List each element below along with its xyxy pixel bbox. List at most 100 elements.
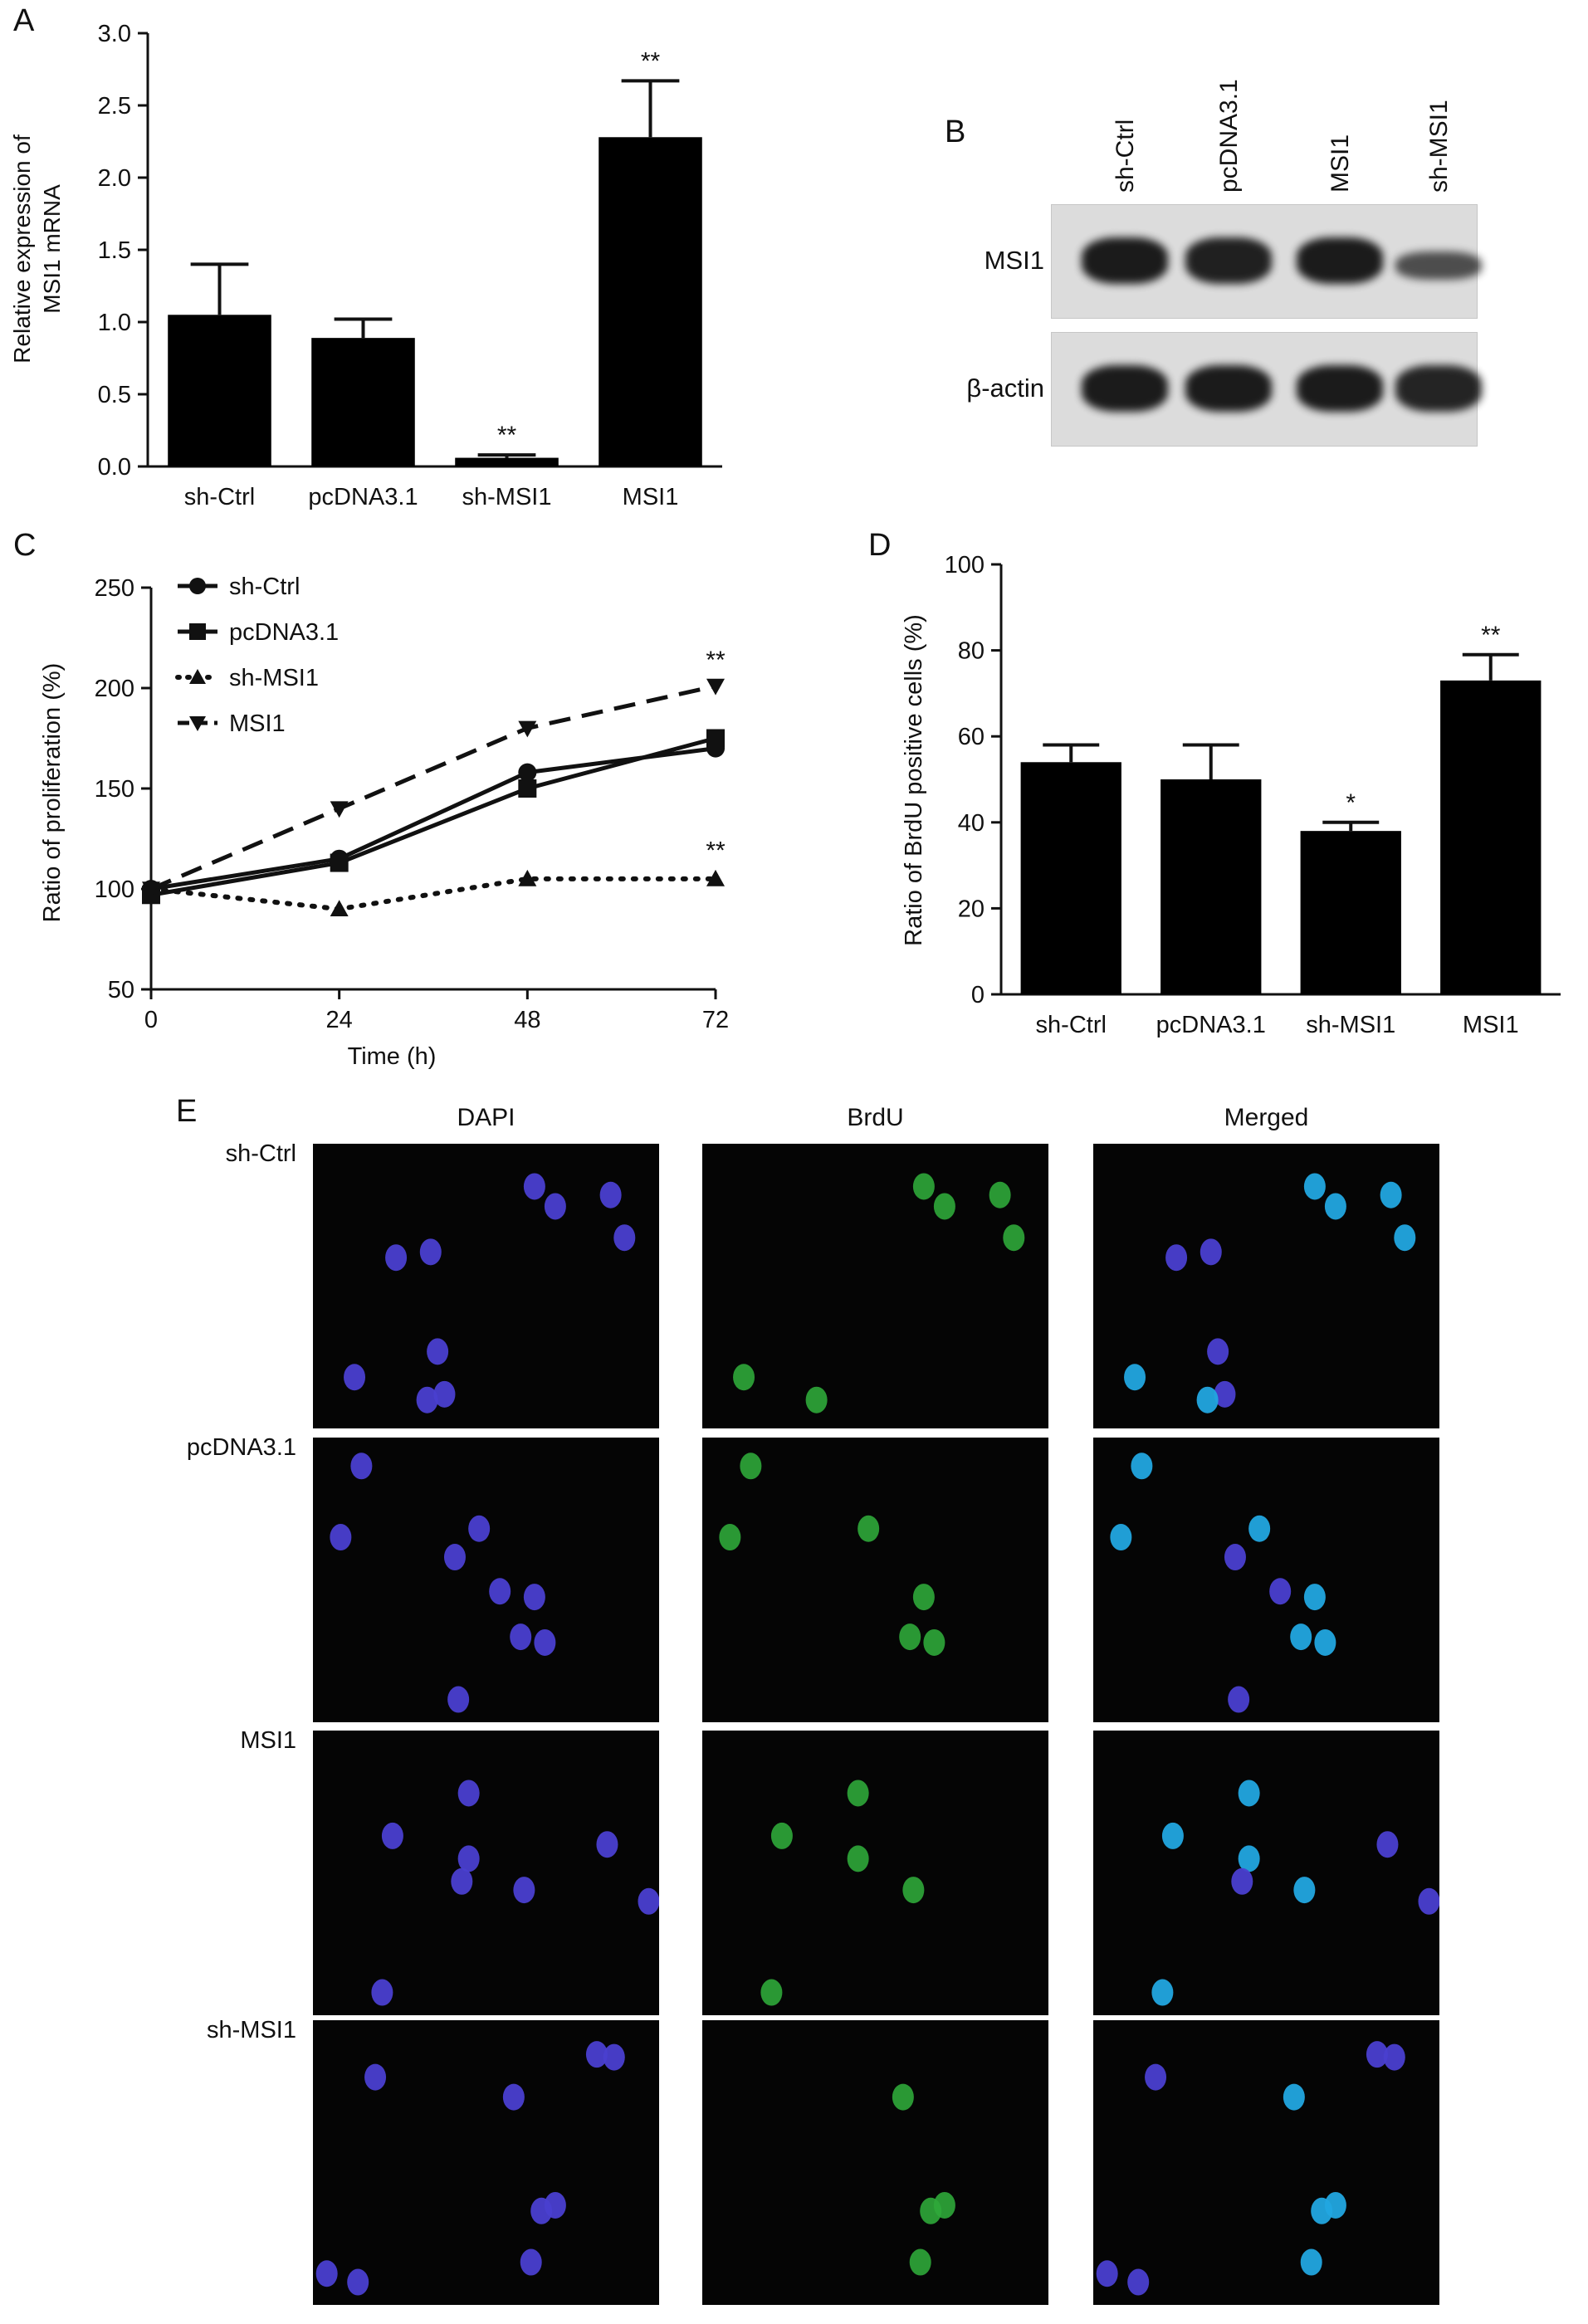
cell-nucleus	[599, 1181, 622, 1208]
blot-band	[1395, 251, 1482, 280]
cell-nucleus	[1165, 1244, 1188, 1272]
cell-nucleus	[805, 1386, 828, 1413]
micrograph-brdu-pcdna3.1	[702, 1438, 1048, 1722]
cell-nucleus	[719, 1524, 741, 1551]
c-x-tick-label: 0	[144, 1007, 158, 1033]
cell-nucleus	[385, 1244, 408, 1272]
cell-nucleus	[847, 1845, 869, 1872]
c-data-point	[142, 881, 160, 898]
cell-nucleus	[1214, 1380, 1236, 1408]
cell-nucleus	[1300, 2248, 1322, 2276]
micrograph-merged-sh-msi1	[1093, 2020, 1439, 2305]
cell-nucleus	[1394, 1224, 1416, 1252]
cell-nucleus	[899, 1623, 921, 1651]
cell-nucleus	[468, 1515, 491, 1542]
a-x-tick-label: sh-MSI1	[462, 484, 552, 510]
cell-nucleus	[770, 1822, 793, 1849]
micrograph-brdu-sh-ctrl	[702, 1144, 1048, 1428]
a-y-tick-label: 1.0	[98, 310, 131, 336]
a-y-axis-label: MSI1 mRNA	[39, 184, 65, 314]
cell-nucleus	[638, 1887, 659, 1915]
micrograph-image	[330, 1452, 556, 1713]
micrograph-image	[344, 1173, 636, 1413]
cell-nucleus	[1248, 1515, 1271, 1542]
cell-nucleus	[1283, 2083, 1305, 2111]
panel-label-b: B	[945, 115, 966, 149]
blot-band	[1185, 237, 1272, 284]
cell-nucleus	[1161, 1822, 1184, 1849]
cell-nucleus	[933, 1193, 955, 1220]
cell-nucleus	[1269, 1578, 1292, 1605]
d-bar	[1020, 762, 1121, 994]
blot-band	[1297, 365, 1383, 412]
micrograph-column-title: Merged	[1224, 1104, 1309, 1131]
cell-nucleus	[457, 1845, 480, 1872]
cell-nucleus	[1096, 2260, 1118, 2287]
micrograph-merged-msi1	[1093, 1731, 1439, 2015]
c-y-tick-label: 100	[95, 876, 134, 903]
micrograph-brdu-msi1	[702, 1731, 1048, 2015]
micrograph-brdu-sh-msi1	[702, 2020, 1048, 2305]
blot-band	[1082, 365, 1168, 412]
cell-nucleus	[457, 1780, 480, 1807]
cell-nucleus	[613, 1224, 636, 1252]
cell-nucleus	[858, 1515, 880, 1542]
a-significance-label: **	[497, 422, 517, 449]
a-y-tick-label: 0.0	[98, 454, 131, 481]
cell-nucleus	[520, 2248, 542, 2276]
cell-nucleus	[1418, 1887, 1439, 1915]
cell-nucleus	[585, 2041, 608, 2068]
c-series-line	[150, 736, 716, 897]
cell-nucleus	[1311, 2197, 1333, 2224]
cell-nucleus	[315, 2260, 338, 2287]
cell-nucleus	[347, 2268, 369, 2296]
panel-label-a: A	[13, 3, 35, 38]
micrograph-column-title: DAPI	[457, 1104, 515, 1131]
a-bar	[168, 315, 271, 466]
cell-nucleus	[1383, 2043, 1405, 2071]
a-y-tick-label: 2.5	[98, 93, 131, 120]
cell-nucleus	[1145, 2063, 1167, 2091]
cell-nucleus	[510, 1623, 532, 1651]
cell-nucleus	[603, 2043, 625, 2071]
c-y-tick-label: 200	[95, 676, 134, 702]
cell-nucleus	[344, 1364, 366, 1391]
cell-nucleus	[433, 1380, 456, 1408]
a-x-tick-label: pcDNA3.1	[308, 484, 418, 510]
cell-nucleus	[1207, 1338, 1229, 1365]
micrograph-image	[733, 1173, 1025, 1413]
cell-nucleus	[1314, 1628, 1336, 1656]
c-legend-marker	[189, 578, 206, 594]
c-legend-label: sh-MSI1	[229, 665, 319, 691]
chart-d: 0 20 40 60 80 100 sh-Ctrl pcDNA3.1 * sh-MSI1 ** MSI…	[901, 552, 1561, 1038]
cell-nucleus	[1380, 1181, 1402, 1208]
cell-nucleus	[1238, 1845, 1260, 1872]
chart-a: 0.0 0.5 1.0 1.5 2.0 2.5 3.0 sh-Ctrl pcDNA3.1 ** sh…	[9, 21, 722, 510]
cell-nucleus	[892, 2083, 914, 2111]
c-data-point	[518, 779, 537, 798]
a-y-tick-label: 1.5	[98, 237, 131, 264]
c-legend-label: sh-Ctrl	[229, 574, 300, 600]
cell-nucleus	[1290, 1623, 1312, 1651]
cell-nucleus	[544, 1193, 566, 1220]
blot-band	[1297, 237, 1383, 284]
micrograph-image	[1096, 2041, 1405, 2296]
d-y-tick-label: 20	[958, 896, 985, 922]
micrograph-dapi-pcdna3.1	[313, 1438, 659, 1722]
c-data-point	[518, 763, 537, 782]
cell-nucleus	[1110, 1524, 1132, 1551]
c-data-point	[706, 729, 725, 748]
cell-nucleus	[596, 1831, 618, 1858]
cell-nucleus	[1303, 1173, 1326, 1200]
blot-row-label: β-actin	[966, 374, 1044, 403]
cell-nucleus	[1003, 1224, 1025, 1252]
panel-label-d: D	[868, 528, 892, 563]
c-legend-label: MSI1	[229, 710, 286, 737]
cell-nucleus	[740, 1452, 762, 1480]
cell-nucleus	[443, 1544, 466, 1571]
micrograph-image	[760, 1780, 925, 2006]
c-data-point	[330, 900, 349, 916]
chart-c: 50 100 150 200 250 0 24 48 72 Time (h) Ratio of pr…	[39, 574, 729, 1070]
blot-band	[1185, 365, 1272, 412]
micrograph-column-title: BrdU	[847, 1104, 904, 1131]
